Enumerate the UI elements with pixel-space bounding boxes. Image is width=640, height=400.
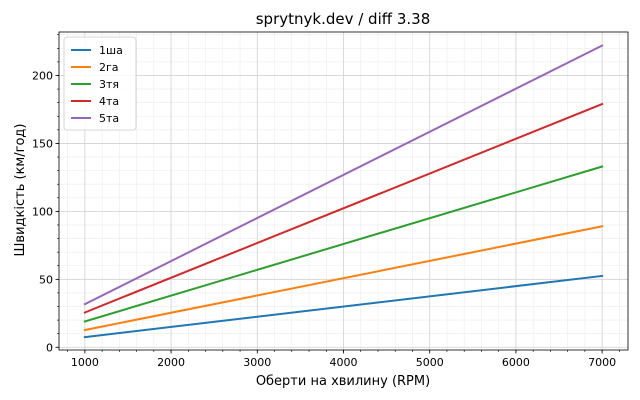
- y-axis-ticks: 0 50 100 150 200: [32, 34, 59, 354]
- series-line: [83, 165, 604, 323]
- x-tick-label: 2000: [157, 356, 185, 369]
- legend-label: 3тя: [99, 78, 119, 91]
- x-tick-label: 4000: [330, 356, 358, 369]
- legend-label: 2га: [99, 61, 119, 74]
- y-tick-label: 200: [32, 69, 53, 82]
- legend-label: 5та: [99, 112, 119, 125]
- series-layer: [83, 44, 604, 339]
- y-axis-label: Швидкість (км/год): [13, 124, 28, 257]
- series-line: [83, 225, 604, 332]
- y-tick-label: 0: [46, 341, 53, 354]
- series-line: [83, 274, 604, 339]
- legend: 1ша 2га 3тя 4та 5та: [63, 36, 137, 131]
- x-tick-label: 6000: [502, 356, 530, 369]
- x-axis-ticks: 1000 2000 3000 4000 5000 6000 7000: [67, 350, 620, 369]
- x-axis-label: Оберти на хвилину (RPM): [256, 374, 430, 389]
- x-tick-label: 3000: [243, 356, 271, 369]
- y-tick-label: 50: [39, 273, 53, 286]
- legend-label: 4та: [99, 95, 119, 108]
- x-tick-label: 7000: [588, 356, 616, 369]
- chart-title: sprytnyk.dev / diff 3.38: [256, 10, 431, 28]
- y-tick-label: 150: [32, 137, 53, 150]
- x-tick-label: 1000: [71, 356, 99, 369]
- legend-box: [63, 36, 137, 131]
- legend-label: 1ша: [99, 44, 123, 57]
- series-line: [83, 102, 604, 314]
- x-tick-label: 5000: [416, 356, 444, 369]
- series-line: [83, 44, 604, 306]
- y-tick-label: 100: [32, 205, 53, 218]
